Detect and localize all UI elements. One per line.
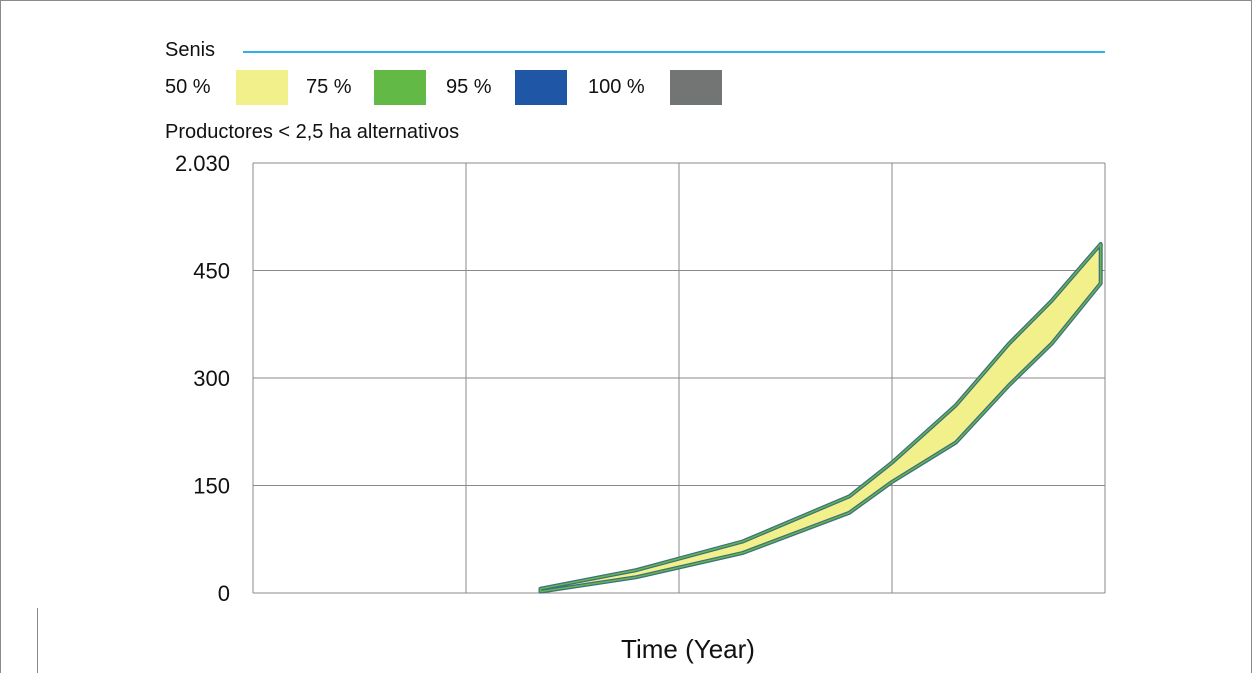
frame-left-edge: [0, 0, 1, 673]
y-tick-labels: 0 150 300 450 2.030: [175, 151, 230, 606]
x-axis-title: Time (Year): [621, 634, 755, 664]
band-group: [538, 242, 1103, 594]
legend-band-50-swatch: [236, 70, 288, 105]
band-75-outline: [539, 243, 1102, 593]
legend-band-95-label: 95 %: [446, 76, 492, 98]
y-tick-label: 300: [193, 366, 230, 391]
legend-band-100-swatch: [670, 70, 722, 105]
band-50-area: [538, 242, 1103, 594]
variable-name: Productores < 2,5 ha alternativos: [165, 121, 460, 143]
legend-band-75-swatch: [374, 70, 426, 105]
y-tick-label: 0: [218, 581, 230, 606]
legend-band-100-label: 100 %: [588, 76, 645, 98]
y-tick-label: 2.030: [175, 151, 230, 176]
legend-band-95-swatch: [515, 70, 567, 105]
y-tick-label: 150: [193, 474, 230, 499]
y-tick-label: 450: [193, 259, 230, 284]
legend-series-line: [243, 51, 1105, 53]
legend-series-label: Senis: [165, 39, 216, 61]
grid: [252, 162, 1106, 594]
legend-band-50-label: 50 %: [165, 76, 211, 98]
legend-band-75-label: 75 %: [306, 76, 352, 98]
frame-left-stub: [37, 608, 38, 673]
